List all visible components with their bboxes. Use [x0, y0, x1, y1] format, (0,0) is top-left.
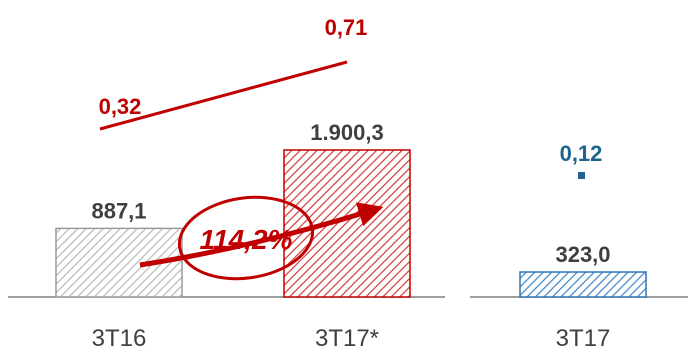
- bar-value-label-3t17: 323,0: [555, 242, 610, 267]
- growth-arrow: [139, 202, 384, 268]
- secondary-value-label-3t16: 0,32: [99, 94, 142, 119]
- growth-circle: [177, 195, 315, 281]
- bar-3t17: [519, 271, 647, 298]
- secondary-trend-line: [99, 60, 348, 131]
- secondary-point-marker-3t17: [578, 172, 585, 179]
- secondary-value-label-3t17: 0,12: [560, 141, 603, 166]
- category-label-3t16: 3T16: [92, 325, 147, 352]
- bar-value-label-3t17-star: 1.900,3: [310, 120, 383, 145]
- bar-3t17-star: [283, 149, 411, 298]
- bar-value-label-3t16: 887,1: [91, 198, 146, 223]
- category-label-3t17: 3T17: [556, 325, 611, 352]
- secondary-value-label-3t17-star: 0,71: [325, 15, 368, 40]
- category-label-3t17-star: 3T17*: [315, 325, 379, 352]
- growth-annotation: 114,2%: [200, 224, 293, 255]
